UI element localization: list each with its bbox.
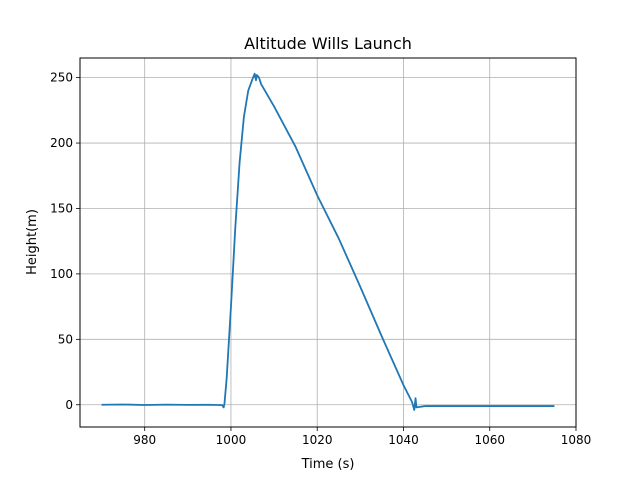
series-layer <box>101 72 555 411</box>
x-tick-label: 1020 <box>302 433 333 447</box>
y-tick-label: 150 <box>50 201 73 215</box>
y-tick-label: 200 <box>50 136 73 150</box>
y-tick-label: 100 <box>50 267 73 281</box>
plot-frame <box>79 57 577 428</box>
y-tick-label: 0 <box>65 398 73 412</box>
x-axis-ticks: 980 1000 1020 1040 1060 1080 <box>133 427 591 447</box>
x-tick-label: 1080 <box>561 433 592 447</box>
y-tick-label: 50 <box>58 332 73 346</box>
y-tick-label: 250 <box>50 71 73 85</box>
chart-title: Altitude Wills Launch <box>244 34 412 53</box>
x-tick-label: 1000 <box>216 433 247 447</box>
x-tick-label: 1040 <box>388 433 419 447</box>
y-axis-label: Height(m) <box>25 209 40 275</box>
x-axis-label: Time (s) <box>301 457 355 472</box>
x-tick-label: 980 <box>133 433 156 447</box>
x-tick-label: 1060 <box>474 433 505 447</box>
series-line <box>101 72 555 411</box>
y-axis-ticks: 0 50 100 150 200 250 <box>50 71 80 412</box>
